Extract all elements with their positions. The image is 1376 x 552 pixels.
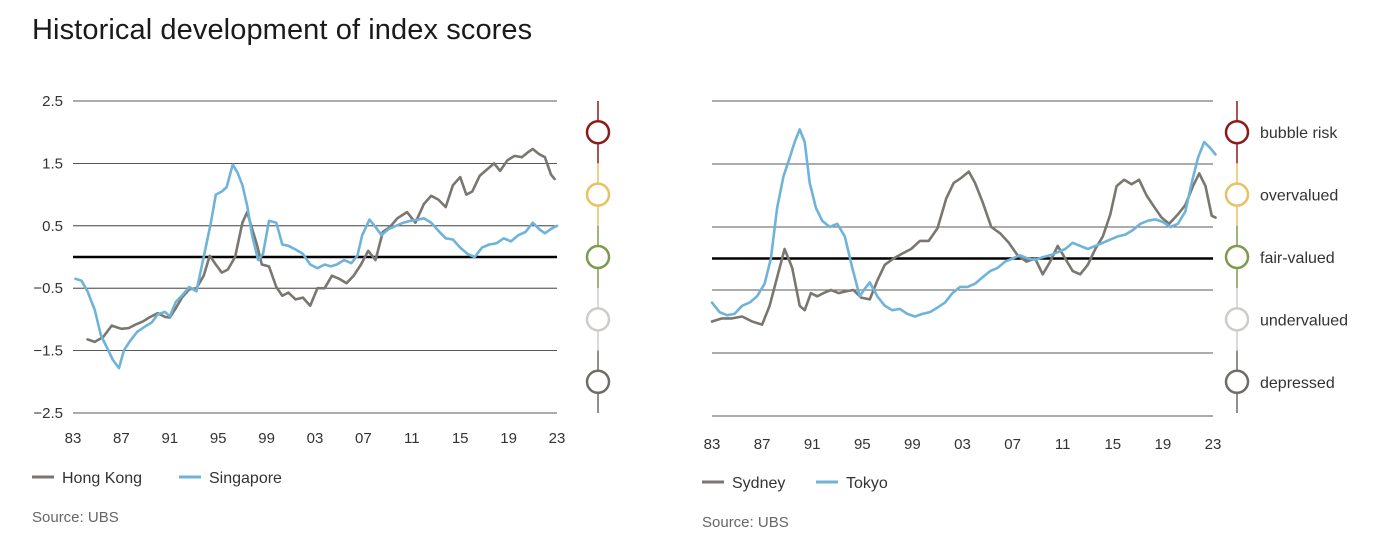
- x-tick-label: 83: [704, 436, 721, 453]
- x-tick-label: 99: [258, 430, 275, 447]
- x-tick-label: 95: [210, 430, 227, 447]
- scale-marker-icon: [1224, 119, 1250, 145]
- x-tick-label: 23: [549, 430, 566, 447]
- valuation-scale: bubble risk overvalued fair-valued underval…: [585, 101, 1348, 413]
- scale-label: depressed: [1260, 375, 1335, 392]
- x-tick-label: 03: [307, 430, 324, 447]
- scale-marker-icon: [585, 182, 611, 207]
- scale-marker-icon: [1224, 182, 1250, 207]
- scale-marker-icon: [1224, 307, 1250, 332]
- scale-marker-icon: [585, 369, 611, 395]
- scale-marker-icon: [585, 119, 611, 145]
- scale-label: overvalued: [1260, 188, 1338, 205]
- x-tick-label: 03: [954, 436, 971, 453]
- x-tick-label: 91: [804, 436, 821, 453]
- legend-label: Tokyo: [846, 475, 888, 492]
- scale-label: bubble risk: [1260, 125, 1338, 142]
- legend-label: Singapore: [209, 470, 282, 487]
- x-tick-label: 15: [452, 430, 469, 447]
- x-tick-label: 07: [355, 430, 372, 447]
- scale-label: fair-valued: [1260, 250, 1335, 267]
- y-tick-label: 2.5: [42, 93, 63, 110]
- scale-label: undervalued: [1260, 312, 1348, 329]
- x-tick-label: 95: [854, 436, 871, 453]
- scale-marker-icon: [585, 307, 611, 332]
- series-line-singapore: [74, 163, 559, 370]
- scale-marker-icon: [585, 244, 611, 270]
- legend-label: Sydney: [732, 475, 785, 492]
- x-tick-label: 11: [404, 430, 420, 447]
- x-tick-label: 11: [1055, 436, 1071, 453]
- x-tick-label: 19: [1155, 436, 1172, 453]
- series-line-tokyo: [710, 128, 1217, 318]
- y-tick-label: −2.5: [33, 405, 63, 422]
- source-right: Source: UBS: [702, 514, 789, 531]
- y-tick-label: 1.5: [42, 155, 63, 172]
- page-title: Historical development of index scores: [32, 14, 533, 46]
- x-tick-label: 23: [1205, 436, 1222, 453]
- chart-hong-kong-singapore: 2.5 1.5 0.5 −0.5 −1.5 −2.583 87 91 95 99 03 07 11 15 1…: [33, 93, 565, 447]
- x-tick-label: 15: [1104, 436, 1121, 453]
- y-tick-label: −0.5: [33, 280, 63, 297]
- chart-sydney-tokyo: 83 87 91 95 99 03 07 11 15 19 23: [704, 100, 1222, 453]
- x-tick-label: 87: [754, 436, 771, 453]
- legend-label: Hong Kong: [62, 470, 142, 487]
- legends: Hong Kong Singapore Sydney Tokyo: [32, 470, 888, 492]
- x-tick-label: 91: [161, 430, 178, 447]
- x-tick-label: 87: [113, 430, 130, 447]
- y-tick-label: 0.5: [42, 218, 63, 235]
- y-tick-label: −1.5: [33, 343, 63, 360]
- source-left: Source: UBS: [32, 509, 119, 526]
- x-tick-label: 19: [500, 430, 517, 447]
- x-tick-label: 07: [1004, 436, 1021, 453]
- x-tick-label: 99: [904, 436, 921, 453]
- x-tick-label: 83: [65, 430, 82, 447]
- scale-marker-icon: [1224, 369, 1250, 395]
- series-line-sydney: [710, 170, 1217, 326]
- scale-marker-icon: [1224, 244, 1250, 270]
